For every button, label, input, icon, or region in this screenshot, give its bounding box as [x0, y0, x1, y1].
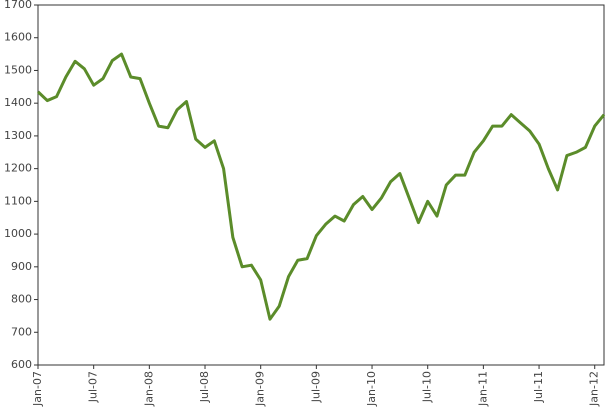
y-tick-label: 1200	[4, 162, 32, 175]
y-tick-label: 1500	[4, 63, 32, 76]
x-tick-label: Jan-08	[142, 371, 155, 407]
y-tick-label: 1700	[4, 0, 32, 11]
plot-frame	[37, 4, 605, 366]
x-tick-label: Jan-10	[365, 371, 378, 407]
x-tick-label: Jul-09	[309, 371, 322, 403]
x-tick-label: Jul-07	[87, 371, 100, 403]
series-line	[36, 52, 606, 321]
x-tick-label: Jan-09	[254, 371, 267, 407]
x-tick-label: Jan-07	[31, 371, 44, 407]
y-tick-label: 600	[11, 358, 32, 371]
y-tick-label: 900	[11, 260, 32, 273]
y-tick-label: 1400	[4, 96, 32, 109]
y-tick-label: 1100	[4, 194, 32, 207]
x-tick-label: Jul-11	[532, 371, 545, 403]
y-tick-label: 1600	[4, 31, 32, 44]
y-tick-label: 1000	[4, 227, 32, 240]
y-tick-label: 800	[11, 293, 32, 306]
x-tick-label: Jul-08	[198, 371, 211, 403]
x-tick-label: Jan-12	[588, 371, 601, 407]
y-tick-label: 700	[11, 325, 32, 338]
x-tick-label: Jul-10	[421, 371, 434, 403]
x-tick-label: Jan-11	[476, 371, 489, 407]
y-tick-label: 1300	[4, 129, 32, 142]
